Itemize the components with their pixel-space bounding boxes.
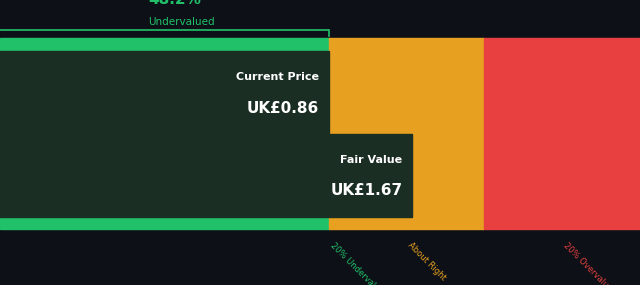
Bar [0,134,412,217]
Bar [329,217,484,229]
Text: UK£0.86: UK£0.86 [247,101,319,116]
Bar [329,38,484,51]
Text: Current Price: Current Price [236,72,319,82]
Bar [0,51,329,134]
Bar [484,51,640,217]
Text: 48.2%: 48.2% [148,0,201,7]
Text: About Right: About Right [406,241,448,282]
Text: UK£1.67: UK£1.67 [330,184,403,198]
Text: Fair Value: Fair Value [340,154,403,165]
Bar [0,217,329,229]
Bar [0,38,329,51]
Text: 20% Undervalued: 20% Undervalued [329,241,388,285]
Text: 20% Overvalued: 20% Overvalued [562,241,618,285]
Text: Undervalued: Undervalued [148,17,214,27]
Bar [0,51,329,217]
Bar [484,217,640,229]
Bar [484,38,640,51]
Bar [329,51,484,217]
